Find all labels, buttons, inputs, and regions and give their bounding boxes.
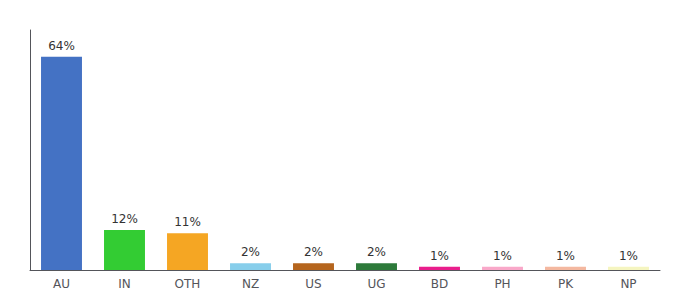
- svg-text:11%: 11%: [174, 215, 201, 229]
- svg-text:PH: PH: [494, 277, 510, 291]
- svg-text:US: US: [305, 277, 321, 291]
- svg-text:1%: 1%: [493, 249, 512, 263]
- svg-text:12%: 12%: [111, 212, 138, 226]
- svg-text:NZ: NZ: [242, 277, 259, 291]
- svg-text:NP: NP: [620, 277, 636, 291]
- svg-text:1%: 1%: [430, 249, 449, 263]
- svg-text:1%: 1%: [619, 249, 638, 263]
- svg-text:UG: UG: [367, 277, 385, 291]
- svg-text:2%: 2%: [367, 245, 386, 259]
- svg-text:PK: PK: [558, 277, 574, 291]
- svg-text:BD: BD: [431, 277, 448, 291]
- svg-text:1%: 1%: [556, 249, 575, 263]
- svg-text:IN: IN: [118, 277, 131, 291]
- svg-text:OTH: OTH: [175, 277, 201, 291]
- svg-text:64%: 64%: [48, 39, 75, 53]
- svg-text:AU: AU: [53, 277, 70, 291]
- svg-text:2%: 2%: [304, 245, 323, 259]
- svg-text:2%: 2%: [241, 245, 260, 259]
